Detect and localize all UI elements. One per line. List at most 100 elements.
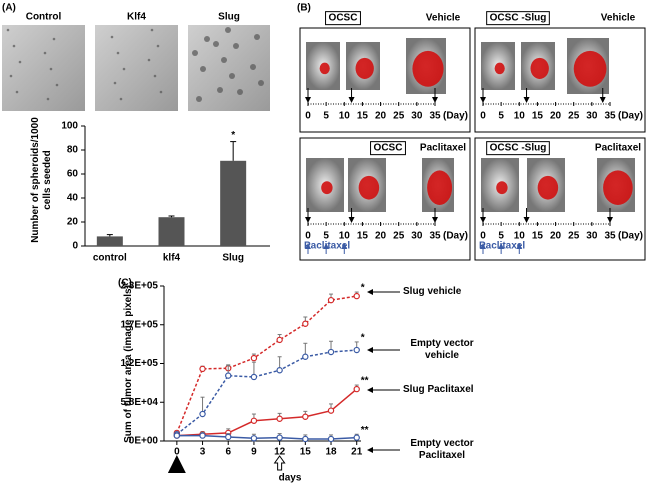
point <box>302 413 309 420</box>
point <box>250 417 258 424</box>
cell <box>200 66 206 72</box>
point <box>353 385 360 393</box>
group-treatment: Vehicle <box>426 13 461 24</box>
y-tick-label: 2.3E+05 <box>120 281 158 292</box>
timeline-label: 15 <box>532 111 544 122</box>
x-tick-label: control <box>93 253 127 264</box>
series-line <box>176 349 357 435</box>
timeline-unit: (Day) <box>618 231 643 242</box>
tumor-signal <box>603 170 633 205</box>
tumor-signal <box>355 57 374 79</box>
series-label: Slug vehicle <box>403 286 462 297</box>
cell <box>150 28 154 32</box>
timeline-label: 10 <box>339 111 351 122</box>
x-tick-label: 0 <box>174 447 180 458</box>
x-tick-label: 21 <box>351 447 363 458</box>
cell <box>221 57 227 63</box>
point <box>276 367 283 374</box>
bar <box>220 160 247 246</box>
cell <box>196 96 202 102</box>
cell <box>254 34 260 40</box>
timeline-label: 30 <box>586 231 598 242</box>
tumor-signal <box>319 62 330 75</box>
panel-label: (A) <box>2 3 16 14</box>
cell <box>52 37 56 41</box>
cell <box>110 35 114 39</box>
timeline-label: 0 <box>305 231 311 242</box>
cell <box>113 81 117 85</box>
cell <box>43 51 47 55</box>
timeline-label: 35 <box>604 231 616 242</box>
y-tick-label: 100 <box>61 121 78 132</box>
cell <box>12 44 16 48</box>
x-tick-label: 12 <box>274 447 286 458</box>
timeline-label: 20 <box>375 231 387 242</box>
label-box <box>325 11 361 26</box>
image-label: Slug <box>218 12 240 23</box>
timeline-label: 30 <box>411 231 423 242</box>
cell <box>156 44 160 48</box>
point <box>250 373 258 381</box>
micrograph <box>95 25 178 111</box>
cell <box>217 87 223 93</box>
group-cell: OCSC -Slug <box>490 13 547 24</box>
timeline-label: 10 <box>514 111 526 122</box>
y-tick-label: 60 <box>67 169 79 180</box>
x-tick-label: klf4 <box>163 253 181 264</box>
point <box>302 320 309 327</box>
point <box>302 353 309 360</box>
label-box <box>486 141 550 156</box>
cell <box>49 67 53 71</box>
tumor-signal <box>412 50 444 87</box>
annotation: ** <box>361 425 369 436</box>
timeline-label: 0 <box>480 111 486 122</box>
panel-label: (B) <box>297 3 311 14</box>
point <box>199 432 206 439</box>
timeline-label: 0 <box>305 111 311 122</box>
cell <box>9 74 13 78</box>
point <box>199 410 206 418</box>
timeline-label: 5 <box>498 111 504 122</box>
x-tick-label: 9 <box>251 447 257 458</box>
tumor-signal <box>494 62 505 75</box>
annotation: * <box>361 333 365 344</box>
tumor-signal <box>530 57 549 79</box>
annotation: * <box>231 130 235 141</box>
cell <box>122 67 126 71</box>
cell <box>55 83 59 87</box>
timeline-label: 30 <box>586 111 598 122</box>
cell <box>18 60 22 64</box>
point <box>353 346 360 354</box>
tumor-signal <box>427 170 453 205</box>
x-axis-label: days <box>279 473 302 484</box>
point <box>327 435 335 443</box>
point <box>276 434 283 441</box>
point <box>250 354 258 362</box>
cell <box>250 64 256 70</box>
panel-box <box>299 137 471 261</box>
label-box <box>370 141 406 156</box>
tumor-signal <box>573 50 607 87</box>
annotation: ** <box>361 376 369 387</box>
x-tick-label: 18 <box>325 447 337 458</box>
y-tick-label: 20 <box>67 217 79 228</box>
y-tick-label: 0 <box>72 241 78 252</box>
cell <box>46 97 50 101</box>
group-cell: OCSC <box>374 143 403 154</box>
cell <box>233 43 239 49</box>
timeline-label: 10 <box>514 231 526 242</box>
y-tick-label: 1.2E+05 <box>120 358 158 369</box>
cell <box>153 74 157 78</box>
timeline-label: 35 <box>429 111 441 122</box>
y-tick-label: 0E+00 <box>129 436 159 447</box>
timeline-label: 20 <box>550 231 562 242</box>
point <box>353 434 360 441</box>
cell <box>237 89 243 95</box>
series-label: Empty vector Paclitaxel <box>410 438 474 461</box>
timeline-label: 15 <box>357 111 369 122</box>
image-label: Klf4 <box>127 12 146 23</box>
timeline-label: 25 <box>568 111 580 122</box>
timeline-label: 0 <box>480 231 486 242</box>
series-label: Slug Paclitaxel <box>403 384 474 395</box>
